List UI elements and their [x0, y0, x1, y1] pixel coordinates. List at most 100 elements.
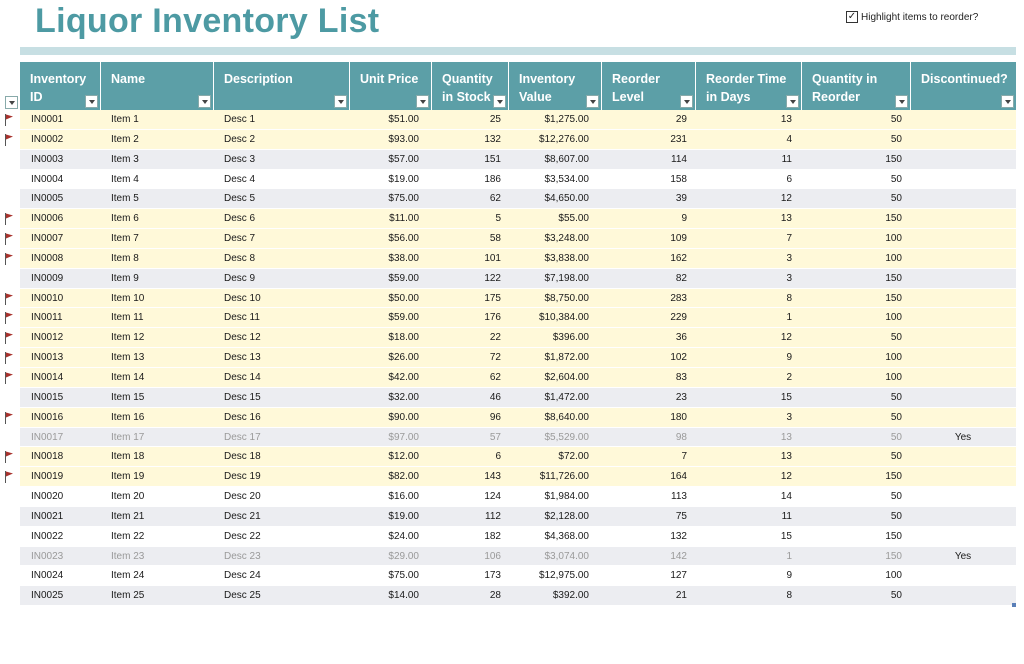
cell-value[interactable]: $8,607.00 [544, 153, 590, 165]
cell-reorder_qty[interactable]: 100 [885, 233, 902, 245]
cell-id[interactable]: IN0016 [31, 411, 64, 423]
cell-days[interactable]: 15 [780, 391, 792, 403]
cell-value[interactable]: $8,750.00 [544, 292, 590, 304]
cell-id[interactable]: IN0005 [31, 193, 64, 205]
cell-desc[interactable]: Desc 4 [224, 173, 256, 185]
filter-dropdown-icon[interactable] [586, 95, 599, 108]
cell-id[interactable]: IN0003 [31, 153, 64, 165]
cell-reorder[interactable]: 114 [671, 153, 687, 165]
table-row[interactable]: IN0022 Item 22 Desc 22 $24.00 182 $4,368.00 13… [0, 526, 1024, 547]
cell-qty[interactable]: 151 [484, 153, 501, 165]
cell-id[interactable]: IN0014 [31, 371, 64, 383]
cell-name[interactable]: Item 24 [111, 570, 145, 582]
cell-desc[interactable]: Desc 13 [224, 352, 261, 364]
cell-days[interactable]: 12 [780, 471, 792, 483]
cell-days[interactable]: 13 [780, 431, 792, 443]
filter-dropdown-icon[interactable] [895, 95, 908, 108]
cell-days[interactable]: 1 [786, 312, 792, 324]
cell-days[interactable]: 11 [781, 510, 792, 522]
cell-desc[interactable]: Desc 1 [224, 114, 256, 125]
cell-name[interactable]: Item 15 [111, 391, 145, 403]
table-row[interactable]: IN0006 Item 6 Desc 6 $11.00 5 $55.00 9 13 150 [0, 209, 1024, 229]
cell-qty[interactable]: 182 [484, 530, 501, 542]
cell-value[interactable]: $4,368.00 [544, 530, 590, 542]
cell-value[interactable]: $7,198.00 [544, 272, 590, 284]
cell-qty[interactable]: 101 [484, 252, 501, 264]
cell-price[interactable]: $24.00 [388, 530, 419, 542]
cell-value[interactable]: $1,984.00 [544, 491, 590, 503]
cell-price[interactable]: $14.00 [388, 590, 419, 602]
cell-days[interactable]: 14 [780, 491, 792, 503]
cell-desc[interactable]: Desc 25 [224, 590, 261, 602]
cell-qty[interactable]: 5 [495, 213, 501, 225]
cell-reorder[interactable]: 109 [670, 233, 687, 245]
cell-id[interactable]: IN0001 [31, 114, 64, 125]
cell-value[interactable]: $396.00 [552, 332, 589, 344]
cell-reorder_qty[interactable]: 50 [890, 590, 902, 602]
table-row[interactable]: IN0025 Item 25 Desc 25 $14.00 28 $392.00 21 8 50 [0, 586, 1024, 606]
cell-days[interactable]: 11 [781, 153, 792, 165]
cell-price[interactable]: $75.00 [388, 570, 419, 582]
cell-days[interactable]: 13 [780, 114, 792, 125]
cell-reorder_qty[interactable]: 150 [885, 292, 902, 304]
cell-id[interactable]: IN0007 [31, 233, 64, 245]
table-row[interactable]: IN0017 Item 17 Desc 17 $97.00 57 $5,529.00 98 1… [0, 427, 1024, 448]
cell-name[interactable]: Item 13 [111, 352, 145, 364]
cell-name[interactable]: Item 1 [111, 114, 139, 125]
filter-dropdown-icon[interactable] [493, 95, 506, 108]
cell-days[interactable]: 12 [780, 332, 792, 344]
cell-price[interactable]: $11.00 [389, 213, 419, 225]
cell-qty[interactable]: 143 [484, 471, 501, 483]
cell-price[interactable]: $51.00 [388, 114, 419, 125]
table-row[interactable]: IN0004 Item 4 Desc 4 $19.00 186 $3,534.00 158 6… [0, 169, 1024, 190]
cell-value[interactable]: $1,872.00 [544, 352, 590, 364]
table-row[interactable]: IN0009 Item 9 Desc 9 $59.00 122 $7,198.00 82 3 1… [0, 268, 1024, 289]
cell-price[interactable]: $82.00 [388, 471, 419, 483]
cell-desc[interactable]: Desc 19 [224, 471, 261, 483]
table-row[interactable]: IN0001 Item 1 Desc 1 $51.00 25 $1,275.00 29 13 5… [0, 110, 1024, 130]
cell-qty[interactable]: 46 [489, 391, 501, 403]
cell-reorder_qty[interactable]: 50 [890, 491, 902, 503]
cell-reorder_qty[interactable]: 100 [885, 371, 902, 383]
cell-reorder_qty[interactable]: 150 [885, 471, 902, 483]
cell-qty[interactable]: 62 [489, 193, 501, 205]
cell-discontinued[interactable]: Yes [954, 550, 972, 562]
cell-reorder[interactable]: 158 [670, 173, 687, 185]
cell-name[interactable]: Item 5 [111, 193, 139, 205]
cell-reorder[interactable]: 127 [670, 570, 687, 582]
table-row[interactable]: IN0019 Item 19 Desc 19 $82.00 143 $11,726.00 1… [0, 467, 1024, 487]
cell-qty[interactable]: 28 [489, 590, 501, 602]
row-filter-icon[interactable] [5, 96, 18, 109]
cell-name[interactable]: Item 21 [111, 510, 145, 522]
cell-days[interactable]: 3 [786, 272, 792, 284]
cell-reorder_qty[interactable]: 50 [890, 451, 902, 463]
table-row[interactable]: IN0010 Item 10 Desc 10 $50.00 175 $8,750.00 28… [0, 288, 1024, 309]
cell-qty[interactable]: 175 [484, 292, 501, 304]
filter-dropdown-icon[interactable] [85, 95, 98, 108]
cell-qty[interactable]: 186 [484, 173, 501, 185]
highlight-reorder-toggle[interactable]: ✓ Highlight items to reorder? [846, 11, 978, 23]
cell-value[interactable]: $1,275.00 [544, 114, 590, 125]
cell-price[interactable]: $90.00 [388, 411, 419, 423]
cell-name[interactable]: Item 9 [111, 272, 139, 284]
cell-name[interactable]: Item 17 [111, 431, 145, 443]
cell-reorder_qty[interactable]: 150 [885, 153, 902, 165]
cell-reorder_qty[interactable]: 50 [890, 133, 902, 145]
cell-days[interactable]: 1 [786, 550, 792, 562]
cell-value[interactable]: $5,529.00 [544, 431, 590, 443]
cell-reorder[interactable]: 231 [670, 133, 687, 145]
cell-id[interactable]: IN0009 [31, 272, 64, 284]
table-row[interactable]: IN0023 Item 23 Desc 23 $29.00 106 $3,074.00 14… [0, 546, 1024, 567]
cell-desc[interactable]: Desc 24 [224, 570, 261, 582]
cell-name[interactable]: Item 8 [111, 252, 139, 264]
cell-reorder_qty[interactable]: 150 [885, 550, 902, 562]
table-row[interactable]: IN0003 Item 3 Desc 3 $57.00 151 $8,607.00 114 1… [0, 149, 1024, 170]
cell-value[interactable]: $392.00 [552, 590, 589, 602]
table-row[interactable]: IN0014 Item 14 Desc 14 $42.00 62 $2,604.00 83 2… [0, 367, 1024, 388]
cell-days[interactable]: 15 [780, 530, 792, 542]
cell-value[interactable]: $12,276.00 [538, 133, 589, 145]
cell-qty[interactable]: 6 [495, 451, 501, 463]
cell-days[interactable]: 3 [786, 411, 792, 423]
cell-qty[interactable]: 72 [489, 352, 501, 364]
cell-desc[interactable]: Desc 18 [224, 451, 261, 463]
